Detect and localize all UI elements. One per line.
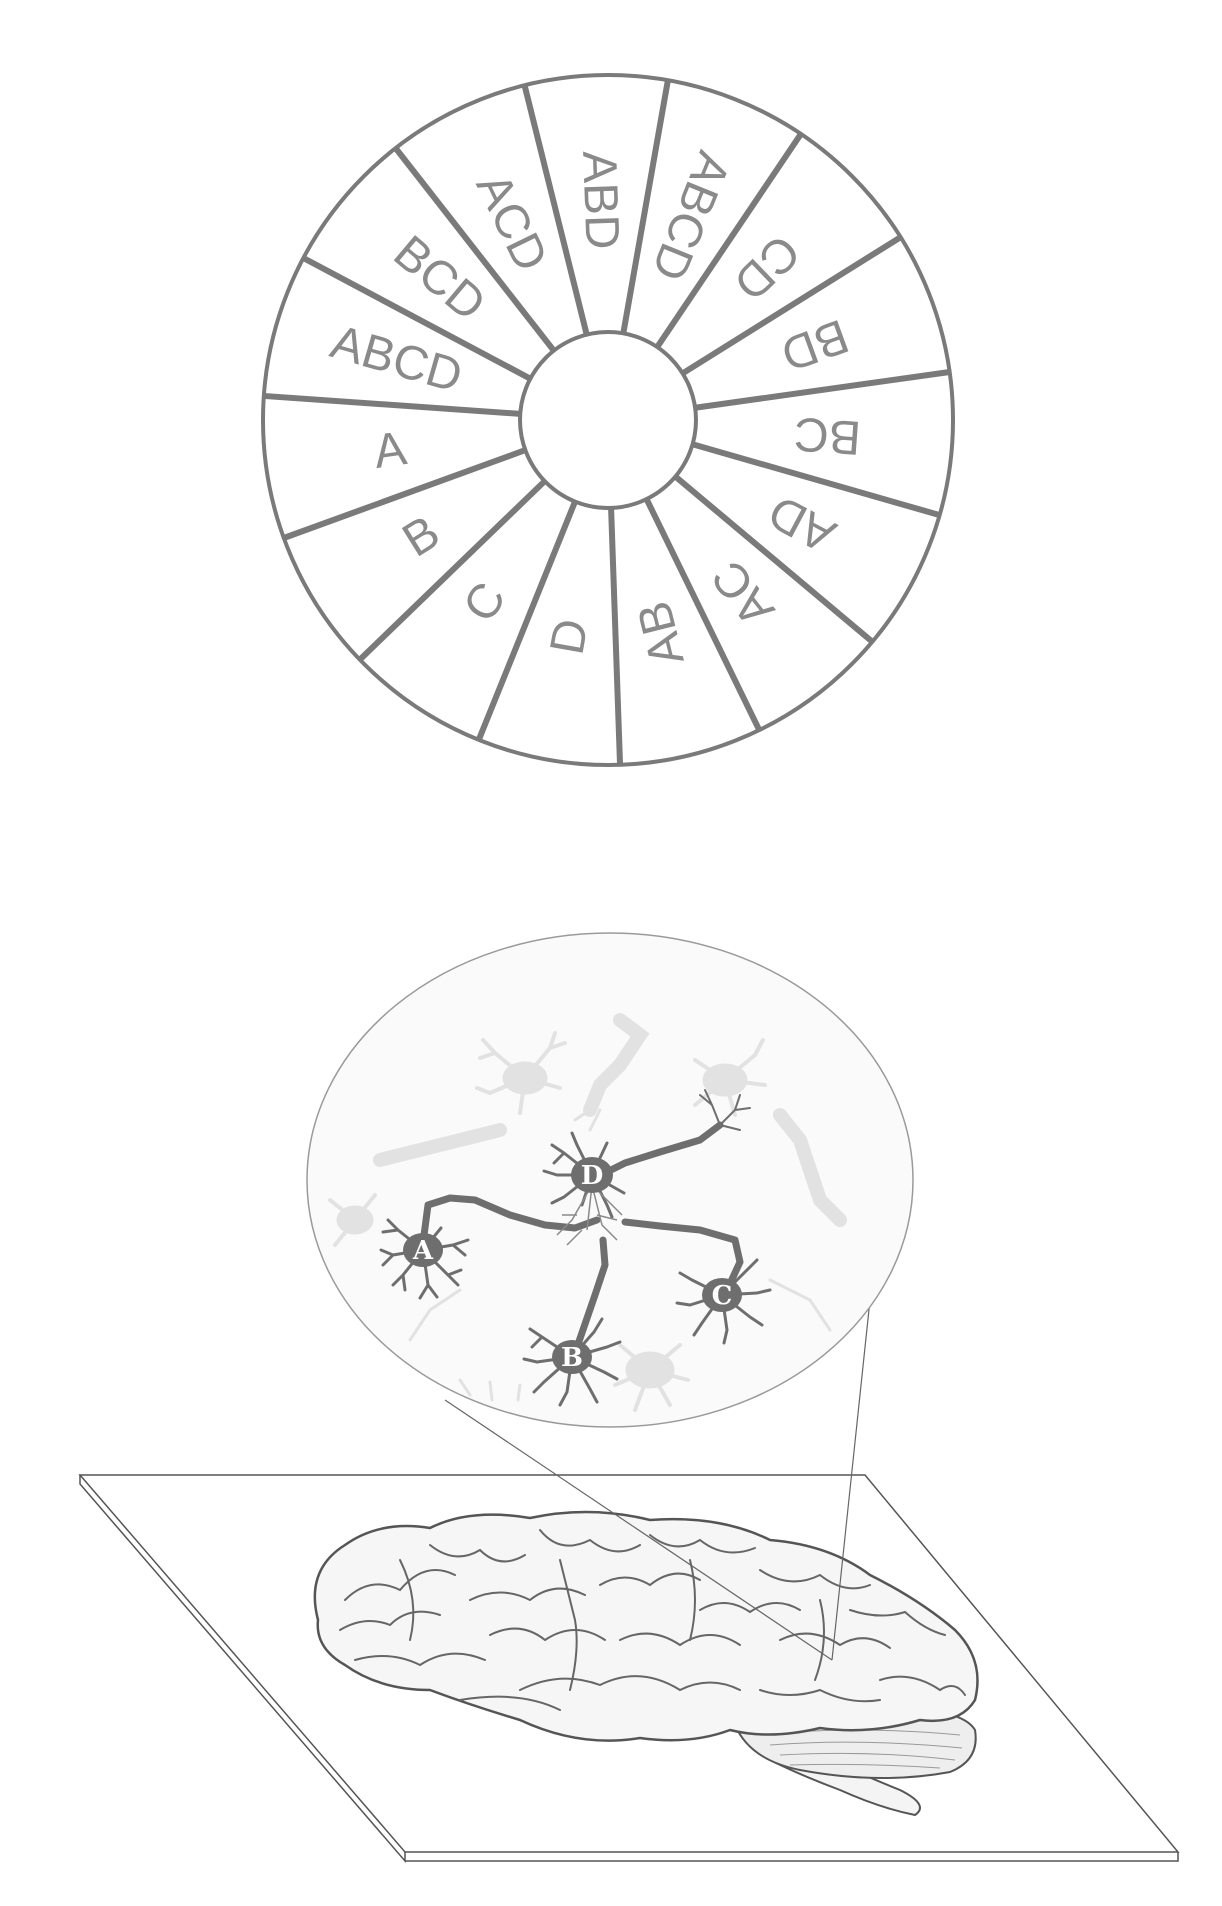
neuron-label-a: A — [412, 1236, 434, 1266]
wheel-segment-label: BC — [792, 407, 862, 465]
neuron-label-b: B — [561, 1343, 583, 1373]
zoom-lines — [444, 1299, 871, 1661]
neuron-B: B — [522, 1317, 622, 1407]
neuron-label-c: C — [712, 1281, 733, 1311]
neuron-label-d: D — [581, 1161, 604, 1191]
wheel-divider — [608, 507, 624, 765]
brain-sulci — [339, 1529, 966, 1711]
brain-illustration — [313, 1510, 979, 1817]
wheel-divider — [681, 234, 903, 376]
wheel-divider — [673, 474, 875, 645]
wheel-segment-label: A — [371, 422, 410, 479]
wheel-divider — [643, 497, 762, 732]
wheel-divider — [357, 478, 547, 662]
wheel-hub — [518, 330, 698, 510]
wheel-divider — [654, 132, 804, 349]
wheel-divider — [393, 146, 557, 353]
neuron-A: A — [379, 1218, 470, 1300]
neuron-C: C — [675, 1258, 772, 1345]
background-neurons — [328, 1013, 847, 1412]
wheel-divider — [620, 79, 671, 334]
neuron-axons — [419, 1121, 744, 1357]
wheel-divider — [282, 447, 527, 541]
wheel-divider — [521, 84, 590, 336]
wheel-divider — [694, 369, 951, 411]
wheel-divider — [301, 255, 532, 382]
wheel-divider — [475, 500, 578, 742]
axon-terminal — [699, 1089, 751, 1131]
magnified-neuron-bubble: A B C D — [306, 932, 914, 1428]
wheel-segment-label: ABD — [572, 150, 628, 250]
wheel-dividers — [263, 79, 951, 765]
cerebrum — [313, 1510, 979, 1742]
wheel-divider — [691, 441, 941, 518]
wheel-divider — [263, 392, 521, 417]
neuron-D: D — [542, 1131, 626, 1246]
